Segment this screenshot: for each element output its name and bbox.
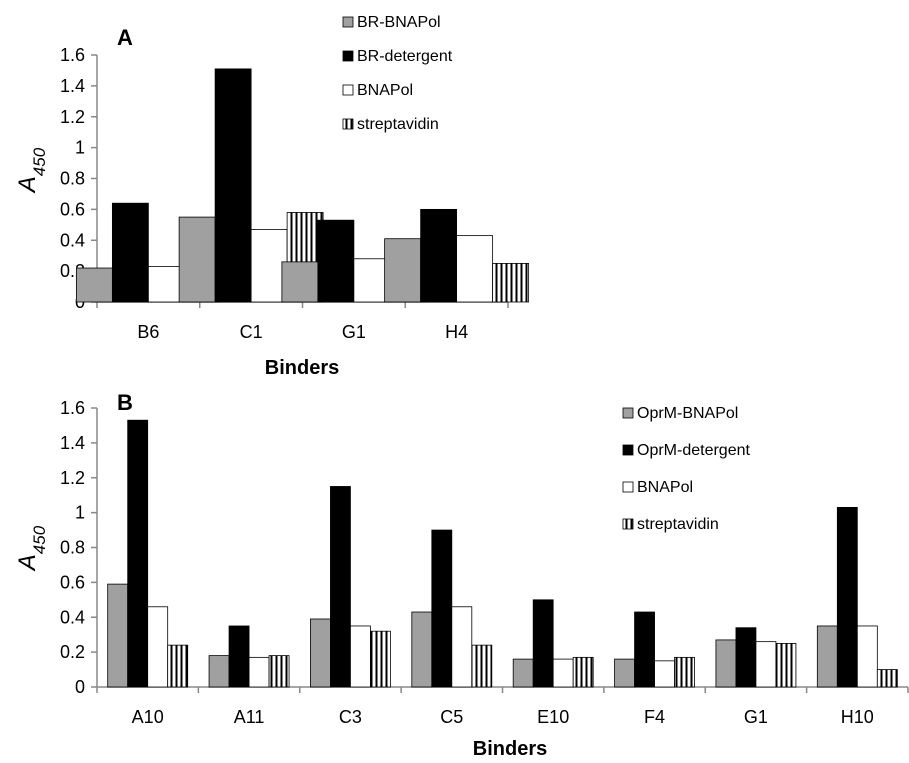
bar-B6-BR-BNAPol: [75, 267, 113, 303]
x-tick-label: G1: [744, 707, 768, 727]
bar-C3-OprM-detergent: [330, 486, 351, 688]
legend: BR-BNAPol BR-detergent BNAPol streptavidin: [342, 14, 453, 133]
legend: OprM-BNAPol OprM-detergent BNAPol streptavi…: [622, 405, 750, 533]
legend-label: BR-BNAPol: [357, 14, 441, 31]
bar-H4-streptavidin: [492, 263, 530, 303]
chart-panel-A: 00.20.40.60.811.21.41.6B6C1G1H4AA450Bind…: [14, 14, 530, 379]
x-tick-label: F4: [644, 707, 665, 727]
bar-C5-streptavidin: [471, 644, 493, 688]
y-tick-label: 0.4: [60, 230, 85, 250]
x-tick-label: G1: [342, 322, 366, 342]
bar-G1-OprM-detergent: [735, 627, 757, 688]
bar-H4-BR-BNAPol: [384, 238, 422, 303]
x-tick-label: H4: [445, 322, 468, 342]
bar-F4-streptavidin: [674, 656, 695, 688]
y-tick-label: 0.8: [60, 538, 85, 558]
legend-swatch: [342, 118, 354, 130]
bar-H10-streptavidin: [876, 669, 898, 688]
legend-swatch: [622, 407, 634, 419]
legend-label: streptavidin: [637, 516, 719, 533]
legend-swatch: [342, 50, 354, 62]
bar-C3-BNAPol: [350, 625, 371, 688]
y-axis-title: A450: [14, 147, 49, 194]
y-tick-label: 0.4: [60, 607, 85, 627]
y-tick-label: 0.6: [60, 572, 85, 592]
y-tick-label: 0.2: [60, 642, 85, 662]
bar-A11-OprM-detergent: [228, 625, 250, 688]
bar-A10-OprM-detergent: [127, 419, 149, 688]
legend-label: OprM-BNAPol: [637, 405, 738, 422]
bar-C5-OprM-detergent: [431, 529, 453, 688]
panel-label: A: [117, 25, 133, 50]
x-tick-label: E10: [537, 707, 569, 727]
x-axis-title: Binders: [473, 738, 547, 758]
bar-G1-streptavidin: [775, 643, 797, 688]
x-tick-label: H10: [841, 707, 874, 727]
legend-label: OprM-detergent: [637, 442, 750, 459]
bar-A10-BNAPol: [147, 606, 169, 688]
bar-H10-OprM-BNAPol: [816, 625, 838, 688]
bar-A11-BNAPol: [248, 656, 270, 688]
x-tick-label: A10: [132, 707, 164, 727]
y-tick-label: 0: [75, 677, 85, 697]
y-tick-label: 1.2: [60, 107, 85, 127]
y-tick-label: 1.6: [60, 398, 85, 418]
bar-G1-BNAPol: [755, 641, 777, 688]
bar-A10-OprM-BNAPol: [107, 583, 129, 688]
bar-F4-OprM-BNAPol: [614, 658, 635, 688]
y-tick-label: 1: [75, 503, 85, 523]
bar-C3-OprM-BNAPol: [310, 618, 331, 688]
bar-C5-BNAPol: [451, 606, 473, 688]
bar-C1-BR-BNAPol: [178, 216, 216, 303]
bar-A11-streptavidin: [268, 655, 290, 688]
bar-E10-OprM-BNAPol: [512, 658, 534, 688]
x-tick-label: C5: [440, 707, 463, 727]
x-tick-label: C3: [339, 707, 362, 727]
bar-C1-BR-detergent: [214, 68, 252, 303]
legend-label: streptavidin: [357, 116, 439, 133]
x-axis-title: Binders: [265, 357, 339, 379]
bar-E10-BNAPol: [552, 658, 574, 688]
y-tick-label: 1.6: [60, 45, 85, 65]
bar-G1-BR-detergent: [317, 219, 355, 303]
bar-B6-BR-detergent: [111, 202, 149, 303]
panel-label: B: [117, 390, 133, 415]
legend-swatch: [622, 481, 634, 493]
bar-C3-streptavidin: [370, 630, 391, 688]
bar-F4-BNAPol: [654, 660, 675, 688]
bar-H4-BR-detergent: [420, 208, 458, 303]
bar-H10-OprM-detergent: [836, 506, 858, 688]
x-tick-label: B6: [137, 322, 159, 342]
chart-panel-B: 0 0.2 0.4 0.6 0.8 1 1.2 1.4 1.6 A10 A11 C3 C5 E10 F4 G1…: [14, 390, 909, 760]
y-tick-label: 0.8: [60, 169, 85, 189]
bar-C5-OprM-BNAPol: [411, 611, 433, 688]
legend-label: BR-detergent: [357, 48, 453, 65]
bar-E10-OprM-detergent: [532, 599, 554, 688]
legend-swatch: [342, 84, 354, 96]
bar-E10-streptavidin: [572, 656, 594, 688]
y-axis-title: A450: [14, 525, 49, 572]
bar-H10-BNAPol: [856, 625, 878, 688]
bar-G1-OprM-BNAPol: [715, 639, 737, 688]
bar-A11-OprM-BNAPol: [208, 655, 230, 688]
y-tick-label: 1.4: [60, 433, 85, 453]
x-tick-label: C1: [240, 322, 263, 342]
legend-swatch: [342, 16, 354, 28]
legend-swatch: [622, 518, 634, 530]
x-tick-label: A11: [234, 707, 265, 727]
y-tick-label: 0.6: [60, 199, 85, 219]
legend-label: BNAPol: [637, 479, 693, 496]
legend-swatch: [622, 444, 634, 456]
bar-F4-OprM-detergent: [634, 611, 655, 688]
bar-G1-BR-BNAPol: [281, 261, 319, 303]
bar-A10-streptavidin: [167, 644, 189, 688]
bar-H4-BNAPol: [456, 235, 494, 303]
legend-label: BNAPol: [357, 82, 413, 99]
y-tick-label: 1.4: [60, 76, 85, 96]
y-tick-label: 1: [75, 138, 85, 158]
bar-C1-BNAPol: [250, 229, 288, 303]
y-tick-label: 1.2: [60, 468, 85, 488]
